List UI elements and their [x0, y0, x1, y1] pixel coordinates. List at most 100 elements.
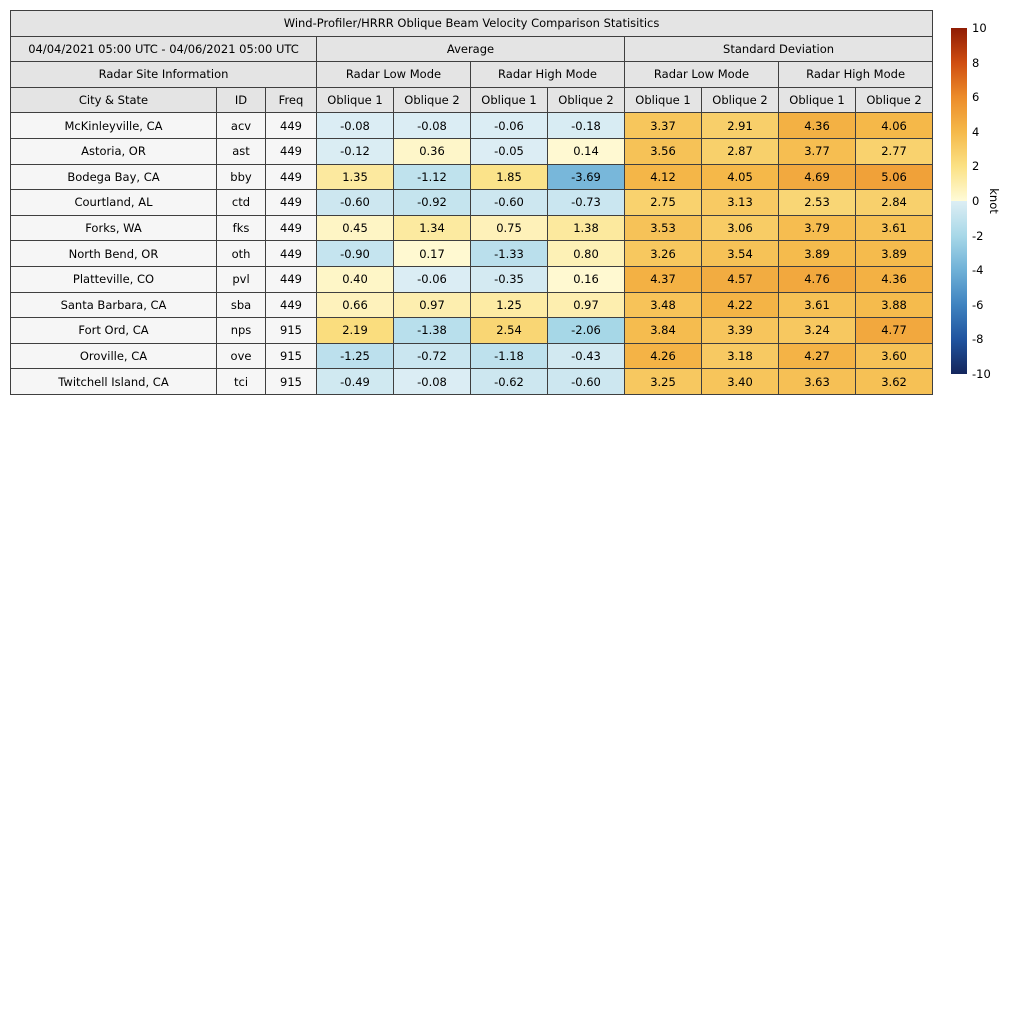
value-cell: 3.54	[701, 240, 779, 267]
table-row: Astoria, OR ast 449 -0.12 0.36 -0.05 0.14 3.56 2…	[10, 137, 934, 165]
value-cell: 2.54	[470, 317, 548, 344]
value-cell: -0.62	[470, 368, 548, 395]
mode-header-avg-low: Radar Low Mode	[316, 61, 471, 88]
value-cell: 0.36	[393, 137, 471, 165]
freq-cell: 449	[265, 112, 317, 139]
value-cell: -0.08	[393, 112, 471, 139]
value-cell: 0.16	[547, 265, 625, 293]
value-cell: 4.05	[701, 163, 779, 191]
colorbar-gradient	[951, 28, 967, 374]
value-cell: -0.60	[547, 368, 625, 395]
colorbar-tick-label: -2	[972, 228, 984, 243]
site-id-cell: fks	[216, 214, 266, 242]
freq-cell: 449	[265, 291, 317, 319]
colorbar-tick-label: 10	[972, 21, 987, 35]
value-cell: 3.13	[701, 189, 779, 216]
value-cell: -0.06	[470, 112, 548, 139]
city-cell: Oroville, CA	[10, 342, 217, 370]
value-cell: 3.84	[624, 317, 702, 344]
freq-cell: 449	[265, 214, 317, 242]
value-cell: 0.97	[393, 291, 471, 319]
value-cell: 4.69	[778, 163, 856, 191]
group-header-average: Average	[316, 35, 625, 63]
value-cell: 3.79	[778, 214, 856, 242]
site-id-cell: ast	[216, 137, 266, 165]
colorbar-tick-label: -6	[972, 297, 984, 312]
value-cell: 3.18	[701, 342, 779, 370]
city-cell: Twitchell Island, CA	[10, 368, 217, 395]
colorbar-tick-label: -10	[972, 367, 991, 381]
value-cell: -0.18	[547, 112, 625, 139]
value-cell: -0.72	[393, 342, 471, 370]
value-cell: 4.77	[854, 317, 934, 344]
column-header-oblique1: Oblique 1	[316, 86, 394, 114]
value-cell: 1.35	[316, 163, 394, 191]
column-header-city-state: City & State	[10, 86, 217, 114]
table-row: Oroville, CA ove 915 -1.25 -0.72 -1.18 -0.43 4.…	[10, 342, 934, 370]
value-cell: -1.38	[393, 317, 471, 344]
value-cell: 0.40	[316, 265, 394, 293]
table-row: Forks, WA fks 449 0.45 1.34 0.75 1.38 3.53 3.06 3…	[10, 214, 934, 242]
value-cell: -0.49	[316, 368, 394, 395]
date-range-label: 04/04/2021 05:00 UTC - 04/06/2021 05:00 …	[10, 35, 317, 63]
value-cell: 4.37	[624, 265, 702, 293]
value-cell: 3.77	[778, 137, 856, 165]
value-cell: 1.85	[470, 163, 548, 191]
table-row: Bodega Bay, CA bby 449 1.35 -1.12 1.85 -3.69 4.…	[10, 163, 934, 191]
city-cell: North Bend, OR	[10, 240, 217, 267]
colorbar-unit-label: knot	[987, 188, 1001, 214]
site-id-cell: sba	[216, 291, 266, 319]
value-cell: 4.26	[624, 342, 702, 370]
value-cell: -0.06	[393, 265, 471, 293]
colorbar-tick-label: 4	[972, 124, 980, 139]
value-cell: 3.25	[624, 368, 702, 395]
column-header-freq: Freq	[265, 86, 317, 114]
city-cell: McKinleyville, CA	[10, 112, 217, 139]
stats-table: Wind-Profiler/HRRR Oblique Beam Velocity…	[9, 10, 934, 395]
table-row: Courtland, AL ctd 449 -0.60 -0.92 -0.60 -0.73 2…	[10, 189, 934, 216]
column-header-oblique2: Oblique 2	[854, 86, 934, 114]
city-cell: Fort Ord, CA	[10, 317, 217, 344]
value-cell: 3.88	[854, 291, 934, 319]
site-id-cell: pvl	[216, 265, 266, 293]
value-cell: 3.53	[624, 214, 702, 242]
value-cell: -1.18	[470, 342, 548, 370]
freq-cell: 449	[265, 265, 317, 293]
column-header-row: City & State ID Freq Oblique 1 Oblique 2…	[10, 86, 934, 114]
freq-cell: 915	[265, 342, 317, 370]
column-header-id: ID	[216, 86, 266, 114]
value-cell: -1.12	[393, 163, 471, 191]
value-cell: 4.36	[854, 265, 934, 293]
value-cell: 3.06	[701, 214, 779, 242]
value-cell: 3.61	[854, 214, 934, 242]
value-cell: 0.14	[547, 137, 625, 165]
column-header-oblique2: Oblique 2	[547, 86, 625, 114]
city-cell: Platteville, CO	[10, 265, 217, 293]
colorbar-tick-label: 2	[972, 159, 980, 174]
value-cell: -0.08	[393, 368, 471, 395]
value-cell: 3.60	[854, 342, 934, 370]
value-cell: -0.43	[547, 342, 625, 370]
freq-cell: 915	[265, 368, 317, 395]
city-cell: Santa Barbara, CA	[10, 291, 217, 319]
value-cell: 1.38	[547, 214, 625, 242]
value-cell: 1.34	[393, 214, 471, 242]
value-cell: 3.26	[624, 240, 702, 267]
value-cell: 4.12	[624, 163, 702, 191]
value-cell: -0.90	[316, 240, 394, 267]
value-cell: 2.53	[778, 189, 856, 216]
site-id-cell: acv	[216, 112, 266, 139]
city-cell: Bodega Bay, CA	[10, 163, 217, 191]
value-cell: -0.35	[470, 265, 548, 293]
site-id-cell: tci	[216, 368, 266, 395]
value-cell: 3.61	[778, 291, 856, 319]
city-cell: Forks, WA	[10, 214, 217, 242]
value-cell: 3.39	[701, 317, 779, 344]
city-cell: Astoria, OR	[10, 137, 217, 165]
value-cell: -1.25	[316, 342, 394, 370]
value-cell: 3.56	[624, 137, 702, 165]
value-cell: 2.77	[854, 137, 934, 165]
colorbar-tick-label: -8	[972, 332, 984, 347]
value-cell: 3.40	[701, 368, 779, 395]
